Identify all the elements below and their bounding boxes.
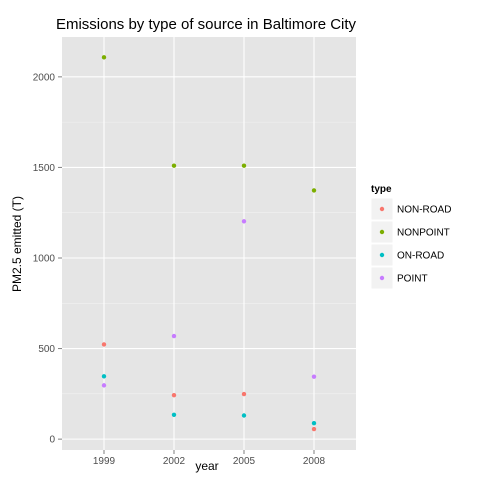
y-tick-label: 1500	[33, 163, 56, 174]
x-axis-label: year	[195, 459, 218, 473]
data-point-on-road	[311, 420, 317, 426]
legend-key-point	[379, 206, 385, 212]
x-axis-ticks: 1999 2002 2005 2008	[93, 450, 326, 467]
y-axis-label: PM2.5 emitted (T)	[10, 196, 24, 292]
major-gridlines	[62, 37, 356, 450]
plot-panel	[62, 37, 356, 450]
x-tick-label: 2005	[233, 456, 256, 467]
data-point-nonpoint	[171, 163, 177, 168]
data-point-on-road	[101, 374, 107, 379]
y-tick-label: 500	[38, 344, 55, 355]
data-point-non-road	[311, 426, 317, 432]
data-point-point	[311, 374, 317, 379]
data-point-nonpoint	[311, 188, 317, 193]
data-point-nonpoint	[241, 163, 247, 168]
y-tick-label: 1000	[33, 253, 56, 264]
data-point-on-road	[241, 413, 247, 418]
data-point-non-road	[241, 391, 247, 397]
data-point-nonpoint	[101, 55, 107, 60]
y-tick-label: 0	[49, 435, 55, 446]
minor-gridlines	[62, 121, 356, 395]
x-tick-label: 2002	[163, 456, 186, 467]
legend-label: NONPOINT	[397, 228, 450, 239]
x-tick-label: 1999	[93, 456, 116, 467]
legend-key-point	[379, 229, 385, 235]
legend-label: POINT	[397, 274, 428, 285]
chart-title: Emissions by type of source in Baltimore…	[56, 16, 357, 33]
data-point-point	[101, 383, 107, 388]
legend-key-point	[379, 252, 385, 258]
legend-key-point	[379, 275, 385, 281]
data-point-non-road	[101, 342, 107, 347]
data-point-point	[241, 219, 247, 224]
y-axis-ticks: 0 500 1000 1500 2000	[33, 72, 62, 446]
legend-label: ON-ROAD	[397, 251, 444, 262]
data-point-on-road	[171, 412, 177, 418]
x-tick-label: 2008	[303, 456, 326, 467]
data-point-point	[171, 333, 177, 339]
legend-title: type	[371, 184, 392, 195]
legend-items: NON-ROAD NONPOINT ON-ROAD POINT	[370, 197, 451, 290]
data-points	[101, 55, 317, 432]
legend-label: NON-ROAD	[397, 205, 451, 216]
legend: type NON-ROAD NONPOINT ON-ROAD POINT	[370, 184, 451, 290]
y-tick-label: 2000	[33, 72, 56, 83]
data-point-non-road	[171, 392, 177, 398]
